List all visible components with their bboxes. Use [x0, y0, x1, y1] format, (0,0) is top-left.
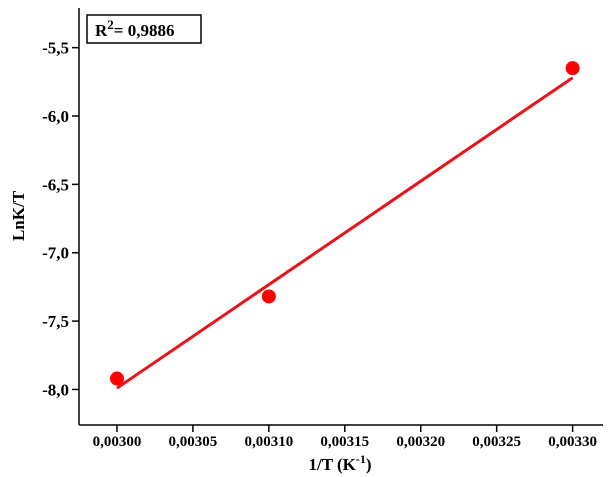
annotation: R2= 0,9886	[95, 17, 174, 40]
x-tick-label: 0,00305	[169, 434, 218, 450]
data-point	[109, 371, 124, 386]
x-tick-label: 0,00330	[548, 434, 597, 450]
x-axis-label: 1/T (K-1)	[308, 452, 371, 474]
x-label-after: )	[366, 455, 372, 474]
y-tick-label: -6,0	[42, 107, 69, 126]
data-point	[565, 61, 580, 76]
annotation-box	[86, 14, 202, 44]
data-point	[261, 289, 276, 304]
x-label-text: 1/T (K	[308, 455, 356, 474]
x-label-sup: -1	[356, 452, 366, 466]
y-tick-label: -7,0	[42, 244, 69, 263]
y-tick-label: -6,5	[42, 175, 69, 194]
y-tick-label: -7,5	[42, 312, 69, 331]
x-tick-label: 0,00300	[93, 434, 142, 450]
x-tick-label: 0,00325	[472, 434, 521, 450]
y-tick-label: -5,5	[42, 39, 69, 58]
y-tick-label: -8,0	[42, 380, 69, 399]
annotation-base: R	[95, 21, 108, 40]
x-tick-label: 0,00315	[320, 434, 369, 450]
y-axis-label: LnK/T	[9, 190, 28, 241]
annotation-text: = 0,9886	[114, 21, 175, 40]
x-tick-label: 0,00310	[244, 434, 293, 450]
fit-line	[116, 76, 574, 390]
annotation-sup: 2	[107, 17, 114, 32]
x-tick-label: 0,00320	[396, 434, 445, 450]
